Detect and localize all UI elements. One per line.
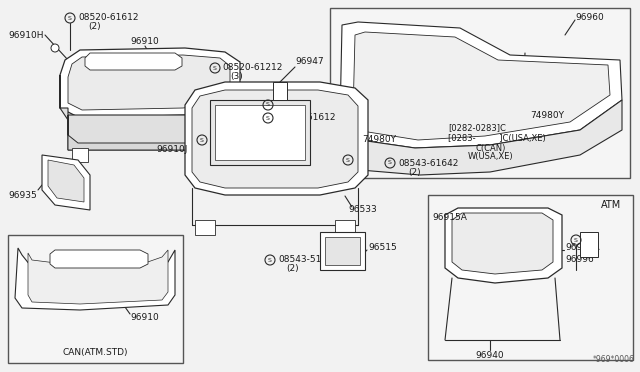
Polygon shape — [72, 148, 88, 162]
Text: 74980Y: 74980Y — [362, 135, 396, 144]
Text: 08520-61212: 08520-61212 — [222, 64, 282, 73]
Polygon shape — [195, 220, 215, 235]
Bar — [215, 105, 305, 160]
Polygon shape — [85, 53, 182, 70]
Text: 08520-61612: 08520-61612 — [275, 113, 335, 122]
Polygon shape — [50, 250, 148, 268]
Text: S: S — [68, 16, 72, 20]
Text: CAN(ATM.STD): CAN(ATM.STD) — [62, 349, 128, 357]
Polygon shape — [340, 100, 622, 175]
Polygon shape — [28, 250, 168, 304]
Polygon shape — [192, 90, 358, 188]
Text: 96944A: 96944A — [565, 244, 600, 253]
Text: 96915A: 96915A — [432, 214, 467, 222]
Text: (3): (3) — [283, 122, 296, 131]
Text: S: S — [266, 115, 270, 121]
Text: 96533: 96533 — [348, 205, 377, 215]
Bar — [428, 195, 633, 360]
Polygon shape — [445, 208, 562, 283]
Text: 96947: 96947 — [295, 58, 324, 67]
Text: (2): (2) — [286, 264, 299, 273]
Text: (2): (2) — [88, 22, 100, 32]
Text: (2): (2) — [408, 167, 420, 176]
Text: 96515: 96515 — [368, 244, 397, 253]
Text: S: S — [268, 257, 272, 263]
Polygon shape — [68, 115, 240, 150]
Text: 08543-51012: 08543-51012 — [278, 256, 339, 264]
Text: 08543-61642: 08543-61642 — [398, 158, 458, 167]
Polygon shape — [212, 148, 228, 162]
Bar — [273, 82, 287, 100]
Text: 96910: 96910 — [130, 314, 159, 323]
Polygon shape — [60, 48, 240, 118]
Text: 96935: 96935 — [8, 190, 36, 199]
Bar — [330, 8, 630, 178]
Text: 96910J: 96910J — [157, 145, 188, 154]
Text: S: S — [266, 103, 270, 108]
Polygon shape — [15, 248, 175, 310]
Text: 96996: 96996 — [565, 256, 594, 264]
Bar — [320, 232, 365, 270]
Polygon shape — [353, 32, 610, 140]
Polygon shape — [452, 213, 553, 274]
Text: S: S — [574, 237, 578, 243]
Text: 74980Y: 74980Y — [530, 110, 564, 119]
Text: 96910: 96910 — [130, 38, 159, 46]
Polygon shape — [60, 75, 240, 150]
Text: *969*0006: *969*0006 — [593, 355, 635, 364]
Text: S: S — [388, 160, 392, 166]
Polygon shape — [48, 160, 84, 202]
Bar — [325, 237, 360, 265]
Text: (3): (3) — [230, 73, 243, 81]
Polygon shape — [185, 82, 368, 195]
Bar — [210, 100, 310, 165]
Text: 96960: 96960 — [575, 13, 604, 22]
Text: S: S — [213, 65, 217, 71]
Circle shape — [51, 44, 59, 52]
Text: S: S — [346, 157, 350, 163]
Polygon shape — [68, 55, 230, 110]
Text: 96940: 96940 — [476, 350, 504, 359]
Polygon shape — [335, 220, 355, 235]
Text: 96910H: 96910H — [8, 31, 44, 39]
Text: S: S — [200, 138, 204, 142]
Text: C(CAN): C(CAN) — [475, 144, 506, 153]
Text: 08520-61612: 08520-61612 — [78, 13, 138, 22]
Polygon shape — [42, 155, 90, 210]
Text: ATM: ATM — [601, 200, 621, 210]
Text: [0282-0283]C: [0282-0283]C — [448, 124, 506, 132]
Bar — [580, 232, 598, 257]
Bar — [8, 235, 183, 363]
Text: W(USA,XE): W(USA,XE) — [468, 153, 514, 161]
Polygon shape — [340, 22, 622, 148]
Text: [0283-         ]C(USA,XE): [0283- ]C(USA,XE) — [448, 134, 546, 142]
